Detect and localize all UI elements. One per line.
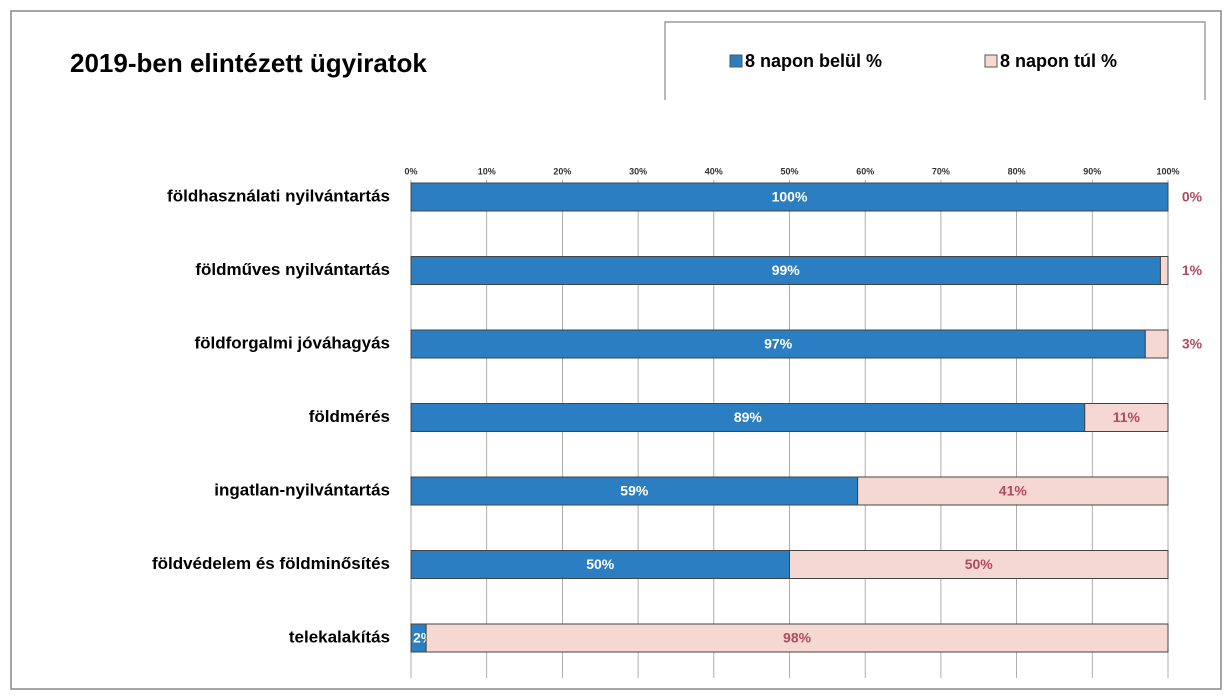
bar-segment <box>425 623 1169 653</box>
data-label: 50% <box>965 556 994 572</box>
legend-box <box>664 21 1206 100</box>
data-label: 99% <box>772 262 801 278</box>
bar-segment <box>1159 256 1169 285</box>
category-label: földvédelem és földminősítés <box>152 554 390 573</box>
data-label: 0% <box>1182 189 1203 205</box>
legend-label: 8 napon belül % <box>745 51 882 71</box>
data-label: 97% <box>764 336 793 352</box>
x-tick-label: 30% <box>629 166 647 176</box>
data-label: 100% <box>772 189 808 205</box>
x-tick-label: 80% <box>1008 166 1026 176</box>
bar-segment <box>857 476 1169 506</box>
data-label: 3% <box>1182 336 1203 352</box>
category-label: földmérés <box>309 407 390 426</box>
bar-segment <box>1144 329 1169 359</box>
x-tick-label: 60% <box>856 166 874 176</box>
legend-swatch <box>984 54 998 68</box>
data-label: 41% <box>999 483 1028 499</box>
category-label: telekalakítás <box>289 627 390 646</box>
bar-segment <box>789 550 1169 579</box>
frame <box>10 10 1222 690</box>
data-label: 1% <box>1182 262 1203 278</box>
bar-segment <box>410 256 1161 285</box>
data-label: 50% <box>586 556 615 572</box>
bar-segment <box>410 182 1169 212</box>
category-label: földműves nyilvántartás <box>195 260 390 279</box>
x-tick-label: 50% <box>780 166 798 176</box>
data-label: 89% <box>734 409 763 425</box>
data-label: 98% <box>783 630 812 646</box>
bar-segment <box>410 329 1146 359</box>
bar-segment <box>410 403 1086 432</box>
x-tick-label: 90% <box>1083 166 1101 176</box>
x-tick-label: 70% <box>932 166 950 176</box>
category-label: ingatlan-nyilvántartás <box>214 480 390 499</box>
x-tick-label: 20% <box>553 166 571 176</box>
category-label: földforgalmi jóváhagyás <box>194 333 390 352</box>
chart-title: 2019-ben elintézett ügyiratok <box>70 48 427 78</box>
legend-swatch <box>729 54 743 68</box>
data-label: 11% <box>1113 409 1141 425</box>
x-tick-label: 10% <box>478 166 496 176</box>
category-label: földhasználati nyilvántartás <box>167 186 390 205</box>
x-tick-label: 0% <box>404 166 417 176</box>
data-label: 59% <box>620 483 649 499</box>
bar-segment <box>1084 403 1169 432</box>
x-tick-label: 100% <box>1156 166 1179 176</box>
legend-label: 8 napon túl % <box>1000 51 1117 71</box>
x-tick-label: 40% <box>705 166 723 176</box>
bar-segment <box>410 476 859 506</box>
bar-segment <box>410 550 790 579</box>
